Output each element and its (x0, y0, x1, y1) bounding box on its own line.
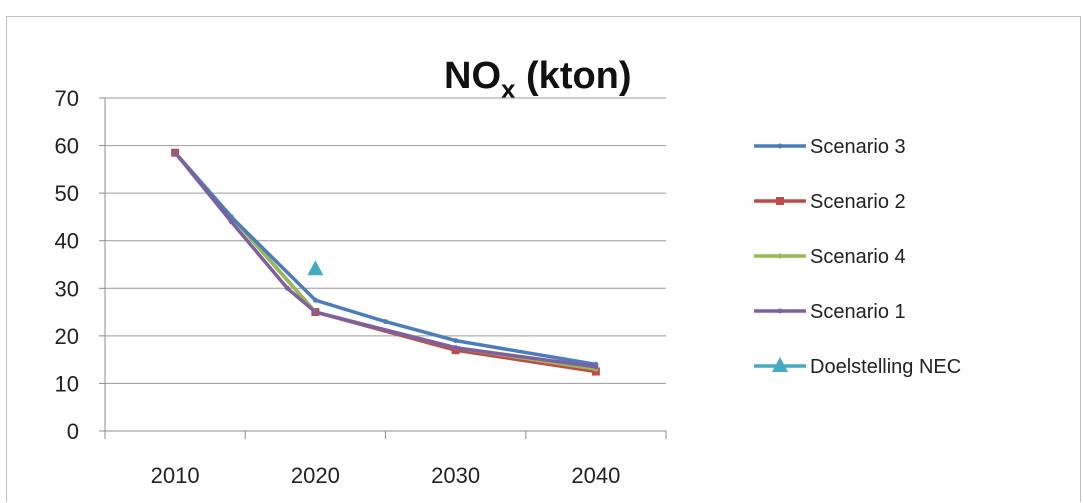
x-tick-labels: 2010 2020 2030 2040 (151, 463, 621, 488)
point-scenario-3-4 (453, 338, 458, 343)
point-scenario-3-3 (383, 319, 388, 324)
series-scenario-4 (173, 150, 599, 371)
legend-item-scenario-4: Scenario 4 (754, 246, 906, 268)
x-tick-label-2040: 2040 (571, 463, 620, 488)
y-tick-label-20: 20 (55, 324, 79, 349)
x-tick-label-2020: 2020 (291, 463, 340, 488)
legend-label-scenario-4: Scenario 4 (810, 246, 906, 268)
legend-item-scenario-2: Scenario 2 (754, 191, 906, 213)
axes (99, 98, 666, 439)
point-scenario-1-0 (173, 150, 178, 155)
y-tick-labels: 0 10 20 30 40 50 60 70 (55, 86, 79, 444)
x-tick-label-2010: 2010 (151, 463, 200, 488)
series-line-scenario-4 (175, 153, 596, 369)
y-tick-label-10: 10 (55, 371, 79, 396)
point-scenario-1-3 (313, 310, 318, 315)
y-tick-label-0: 0 (67, 419, 79, 444)
x-tick-label-2030: 2030 (431, 463, 480, 488)
y-tick-label-30: 30 (55, 276, 79, 301)
chart-title: NOx (kton) (444, 55, 632, 104)
point-scenario-3-2 (313, 298, 318, 303)
legend-marker-scenario-3 (778, 144, 783, 149)
legend-label-scenario-2: Scenario 2 (810, 191, 906, 213)
point-scenario-1-4 (453, 345, 458, 350)
series-line-scenario-2 (175, 153, 596, 372)
legend-label-scenario-1: Scenario 1 (810, 301, 906, 323)
series-layer (171, 149, 600, 376)
legend-item-doelstelling-nec: Doelstelling NEC (754, 356, 961, 378)
legend: Scenario 3 Scenario 2 Scenario 4 Scenario 1… (754, 136, 961, 378)
series-scenario-1 (173, 150, 599, 369)
point-doelstelling-nec-0 (307, 260, 323, 275)
y-tick-label-50: 50 (55, 181, 79, 206)
legend-marker-scenario-2 (776, 197, 784, 205)
legend-label-scenario-3: Scenario 3 (810, 136, 906, 158)
legend-item-scenario-3: Scenario 3 (754, 136, 906, 158)
series-doelstelling-nec (307, 260, 323, 275)
series-line-scenario-1 (175, 153, 596, 367)
y-tick-label-60: 60 (55, 134, 79, 159)
gridlines (105, 98, 666, 383)
legend-marker-scenario-4 (778, 254, 783, 259)
point-scenario-1-1 (229, 219, 234, 224)
legend-item-scenario-1: Scenario 1 (754, 301, 906, 323)
legend-label-doelstelling-nec: Doelstelling NEC (810, 356, 961, 378)
point-scenario-1-5 (593, 364, 598, 369)
series-scenario-2 (171, 149, 600, 376)
point-scenario-1-2 (285, 286, 290, 291)
y-tick-label-70: 70 (55, 86, 79, 111)
legend-marker-scenario-1 (778, 309, 783, 314)
y-tick-label-40: 40 (55, 229, 79, 254)
series-scenario-3 (173, 150, 599, 367)
